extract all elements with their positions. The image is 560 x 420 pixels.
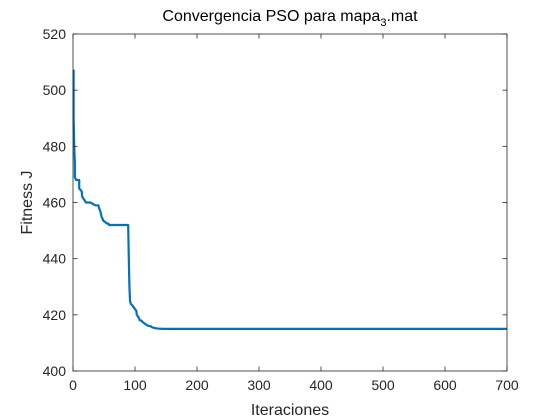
x-tick-label-2: 200 [185,377,209,393]
x-axis-label: Iteraciones [251,402,329,419]
x-tick-label-0: 0 [69,377,77,393]
y-tick-label-6: 520 [43,26,67,42]
y-tick-label-3: 460 [43,195,67,211]
series-layer [72,69,507,330]
y-axis-label: Fitness J [19,170,36,234]
x-tick-label-1: 100 [123,377,147,393]
y-tick-label-4: 480 [43,138,67,154]
chart-title-main: Convergencia PSO para mapa [162,8,380,25]
x-tick-label-4: 400 [309,377,333,393]
y-tick-label-5: 500 [43,82,67,98]
y-tick-label-2: 440 [43,251,67,267]
x-tick-label-7: 700 [495,377,519,393]
chart-title: Convergencia PSO para mapa3.mat [162,8,418,29]
y-tick-label-1: 420 [43,307,67,323]
y-tick-label-0: 400 [43,363,67,379]
chart-title-subscript: 3 [380,17,386,29]
y-axis-ticks: 400 420 440 460 480 500 520 [43,26,507,379]
x-tick-label-3: 300 [247,377,271,393]
series-line-0 [72,69,507,330]
x-tick-label-5: 500 [371,377,395,393]
x-tick-label-6: 600 [433,377,457,393]
chart-title-suffix: .mat [386,8,418,25]
x-axis-ticks: 0 100 200 300 400 500 600 700 [69,34,519,393]
plot-area [73,34,507,371]
